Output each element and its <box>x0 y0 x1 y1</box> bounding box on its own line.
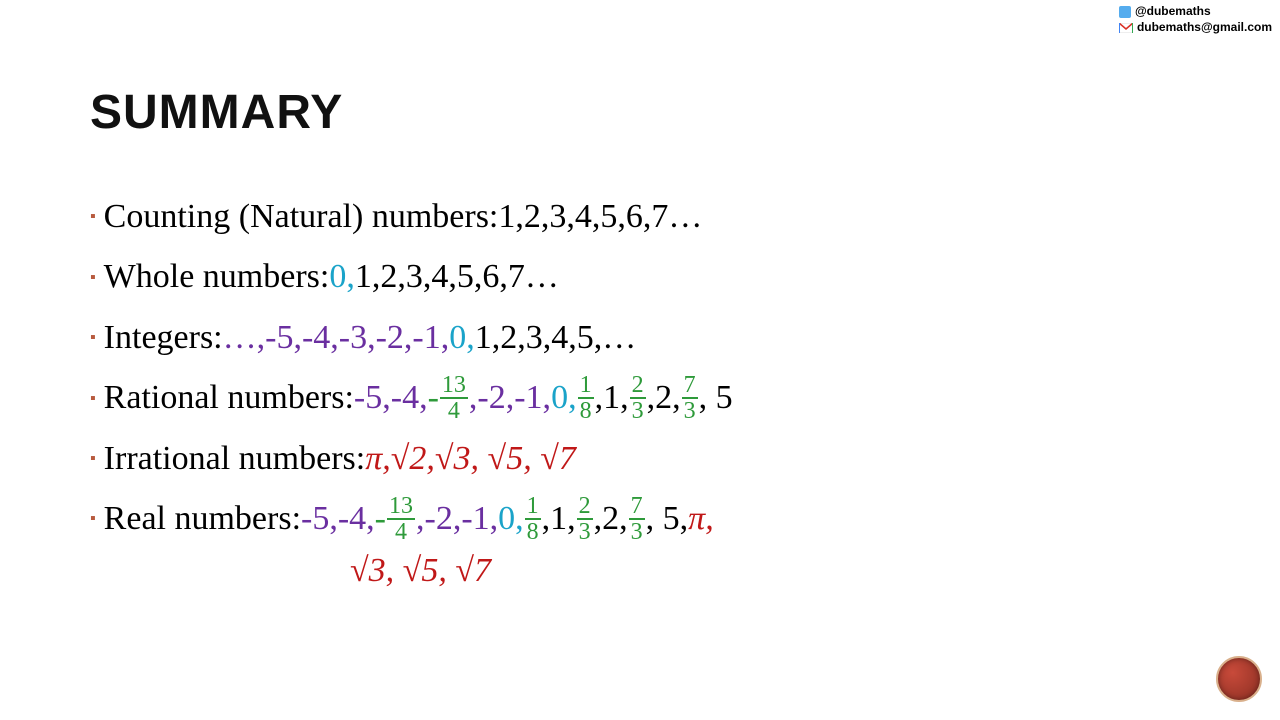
counting-seq: 1,2,3,4,5,6,7… <box>498 190 702 244</box>
line-real: ▪ Real numbers: -5,-4, - 13 4 ,-2,-1, 0,… <box>90 492 1200 546</box>
rational-p6: , 5 <box>699 371 733 425</box>
real-p6: , 5, <box>646 492 689 546</box>
content-area: ▪ Counting (Natural) numbers: 1,2,3,4,5,… <box>90 190 1200 599</box>
whole-seq: 1,2,3,4,5,6,7… <box>355 250 559 304</box>
bullet-icon: ▪ <box>90 204 96 230</box>
rational-f4: 7 3 <box>682 373 698 423</box>
bullet-icon: ▪ <box>90 506 96 532</box>
integers-label: Integers: <box>104 311 223 365</box>
line-integers: ▪ Integers: …,-5,-4,-3,-2,-1, 0, 1,2,3,4… <box>90 311 1200 365</box>
line-real-cont: √3, √5, √7 <box>350 544 1200 598</box>
whole-label: Whole numbers: <box>104 250 330 304</box>
line-irrational: ▪ Irrational numbers: π,√2,√3, √5, √7 <box>90 432 1200 486</box>
counting-label: Counting (Natural) numbers: <box>104 190 499 244</box>
twitter-handle: @dubemaths <box>1135 4 1211 20</box>
real-irr1: π, <box>688 492 714 546</box>
contact-block: @dubemaths dubemaths@gmail.com <box>1119 4 1272 35</box>
bullet-icon: ▪ <box>90 386 96 412</box>
rational-p5: ,2, <box>647 371 681 425</box>
real-f4: 7 3 <box>629 494 645 544</box>
bullet-icon: ▪ <box>90 265 96 291</box>
gmail-icon <box>1119 22 1133 32</box>
twitter-icon <box>1119 6 1131 18</box>
real-f1: 13 4 <box>387 494 415 544</box>
real-p3: ,-2,-1, <box>416 492 498 546</box>
rational-f3: 2 3 <box>630 373 646 423</box>
integers-neg: …,-5,-4,-3,-2,-1, <box>223 311 450 365</box>
real-p1: -5,-4, <box>301 492 375 546</box>
rational-p1: -5,-4, <box>354 371 428 425</box>
irrational-label: Irrational numbers: <box>104 432 366 486</box>
real-cont: √3, √5, √7 <box>350 552 491 589</box>
real-zero: 0, <box>498 492 524 546</box>
twitter-row: @dubemaths <box>1119 4 1272 20</box>
rational-p3: ,-2,-1, <box>469 371 551 425</box>
real-p5: ,2, <box>594 492 628 546</box>
whole-zero: 0, <box>329 250 355 304</box>
email-row: dubemaths@gmail.com <box>1119 20 1272 36</box>
bullet-icon: ▪ <box>90 325 96 351</box>
line-whole: ▪ Whole numbers: 0, 1,2,3,4,5,6,7… <box>90 250 1200 304</box>
real-label: Real numbers: <box>104 492 301 546</box>
real-f2: 1 8 <box>525 494 541 544</box>
line-counting: ▪ Counting (Natural) numbers: 1,2,3,4,5,… <box>90 190 1200 244</box>
rational-zero: 0, <box>551 371 577 425</box>
real-f3: 2 3 <box>577 494 593 544</box>
bullet-icon: ▪ <box>90 446 96 472</box>
rational-label: Rational numbers: <box>104 371 354 425</box>
rational-p4: ,1, <box>595 371 629 425</box>
real-p4: ,1, <box>542 492 576 546</box>
email-address: dubemaths@gmail.com <box>1137 20 1272 36</box>
real-p2: - <box>375 492 386 546</box>
corner-badge-icon <box>1216 656 1262 702</box>
rational-p2: - <box>428 371 439 425</box>
integers-zero: 0, <box>449 311 475 365</box>
integers-pos: 1,2,3,4,5,… <box>475 311 637 365</box>
rational-f1: 13 4 <box>440 373 468 423</box>
irrational-seq: π,√2,√3, √5, √7 <box>365 432 576 486</box>
rational-f2: 1 8 <box>578 373 594 423</box>
line-rational: ▪ Rational numbers: -5,-4, - 13 4 ,-2,-1… <box>90 371 1200 425</box>
slide-title: SUMMARY <box>90 85 343 140</box>
